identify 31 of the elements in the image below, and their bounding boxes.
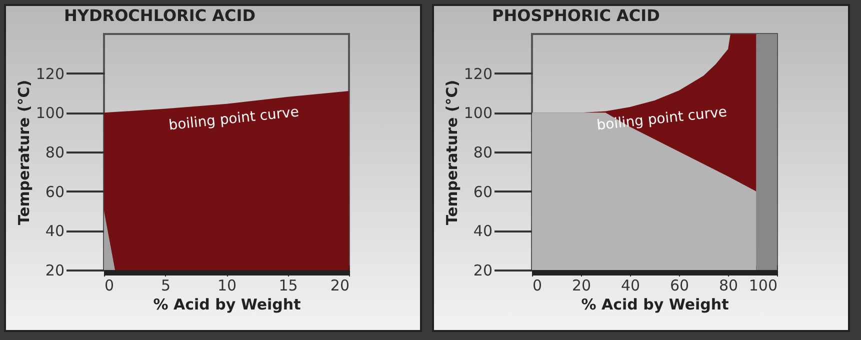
- x-axis-title: % Acid by Weight: [153, 296, 301, 314]
- y-tick-label: 80: [45, 144, 64, 162]
- chart-title: PHOSPHORIC ACID: [492, 6, 660, 25]
- x-tick-label: 0: [104, 276, 114, 294]
- y-tick-label: 120: [464, 64, 492, 83]
- y-tick-label: 120: [36, 64, 64, 83]
- x-tick-label: 15: [278, 276, 298, 294]
- y-tick-label: 20: [473, 262, 492, 280]
- chart-title: HYDROCHLORIC ACID: [64, 6, 256, 25]
- y-tick-label: 40: [45, 222, 64, 240]
- y-tick-label: 100: [36, 104, 64, 122]
- x-tick-label: 80: [718, 276, 738, 294]
- x-tick-label: 20: [572, 276, 592, 294]
- y-tick-label: 20: [45, 262, 64, 280]
- y-tick-label: 100: [464, 104, 492, 122]
- y-tick-label: 60: [473, 182, 492, 201]
- y-tick-label: 40: [473, 222, 492, 240]
- y-axis-title: Temperature (°C): [14, 80, 33, 226]
- annotation: boiling point curve: [168, 104, 300, 134]
- x-tick-label: 5: [160, 276, 171, 294]
- x-tick-label: 40: [620, 276, 640, 294]
- y-tick-label: 60: [45, 182, 64, 201]
- x-tick-label: 60: [670, 276, 690, 294]
- x-tick-label: 20: [330, 276, 350, 294]
- x-tick-label: 0: [532, 276, 542, 294]
- y-tick-label: 80: [473, 144, 492, 162]
- x-tick-label: 100: [748, 276, 778, 294]
- y-axis-title: Temperature (°C): [442, 80, 461, 226]
- x-tick-label: 10: [217, 276, 237, 294]
- x-axis-title: % Acid by Weight: [581, 296, 729, 314]
- annotation: boiling point curve: [596, 104, 728, 134]
